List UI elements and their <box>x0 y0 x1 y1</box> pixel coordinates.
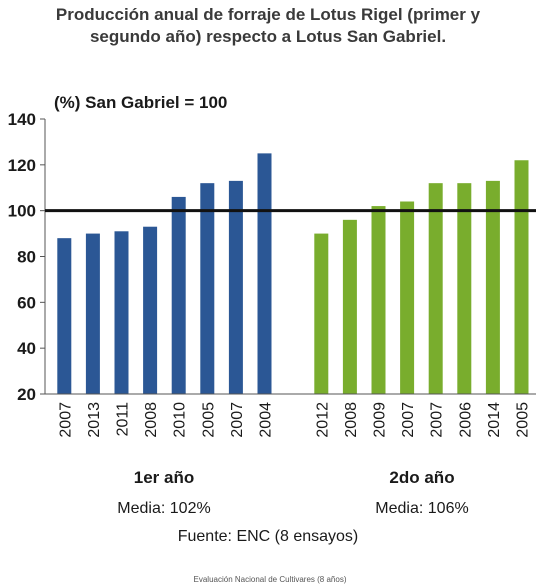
bar <box>485 180 500 394</box>
y-axis-label: (%) San Gabriel = 100 <box>54 93 227 112</box>
bar-chart: (%) San Gabriel = 100 20 40 60 80 100 120 140 20… <box>8 93 536 438</box>
chart-title-line-2: segundo año) respecto a Lotus San Gabrie… <box>89 27 447 46</box>
bar <box>257 153 272 394</box>
x-tick-label: 2012 <box>314 402 331 438</box>
group-summary-second-year: 2do año Media: 106% <box>332 468 512 518</box>
bar <box>85 233 100 394</box>
group-summary-first-year: 1er año Media: 102% <box>74 468 254 518</box>
y-tick-label: 40 <box>17 339 36 358</box>
x-tick-label: 2008 <box>143 402 160 438</box>
x-tick-label: 2008 <box>343 402 360 438</box>
footer-note: Evaluación Nacional de Cultivares (8 año… <box>193 575 347 584</box>
y-tick-label: 140 <box>8 110 36 129</box>
source-note: Fuente: ENC (8 ensayos) <box>177 528 359 545</box>
bar <box>57 238 72 394</box>
y-tick-label: 60 <box>17 293 36 312</box>
chart-title-line-1: Producción anual de forraje de Lotus Rig… <box>55 5 481 24</box>
group-mean-second-year: Media: 106% <box>375 500 469 517</box>
bar <box>428 183 443 394</box>
y-tick-label: 20 <box>17 385 36 404</box>
bar <box>400 201 415 394</box>
group-mean-first-year: Media: 102% <box>117 500 211 517</box>
bar <box>114 231 129 394</box>
x-tick-label: 2005 <box>200 402 217 438</box>
bar <box>200 183 215 394</box>
bar <box>514 160 529 394</box>
x-tick-label: 2014 <box>486 402 503 438</box>
group-label-second-year: 2do año <box>389 468 455 487</box>
bar <box>371 206 386 394</box>
y-tick-label: 120 <box>8 156 36 175</box>
x-tick-label: 2007 <box>229 402 246 438</box>
x-tick-label: 2007 <box>429 402 446 438</box>
bar <box>314 233 329 394</box>
y-tick-label: 80 <box>17 248 36 267</box>
y-tick-label: 100 <box>8 202 36 221</box>
x-tick-label: 2013 <box>86 402 103 438</box>
group-label-first-year: 1er año <box>133 468 195 487</box>
bar <box>228 180 243 394</box>
x-tick-label: 2004 <box>258 402 275 438</box>
bar <box>342 219 357 394</box>
x-tick-label: 2006 <box>457 402 474 438</box>
x-tick-label: 2010 <box>172 402 189 438</box>
bar <box>171 196 186 394</box>
bar <box>457 183 472 394</box>
x-tick-label: 2005 <box>515 402 532 438</box>
chart-title: Producción anual de forraje de Lotus Rig… <box>0 4 536 48</box>
x-tick-label: 2011 <box>115 402 132 437</box>
x-tick-label: 2009 <box>372 402 389 438</box>
bar <box>143 226 158 394</box>
x-tick-label: 2007 <box>400 402 417 438</box>
x-tick-label: 2007 <box>57 402 74 438</box>
